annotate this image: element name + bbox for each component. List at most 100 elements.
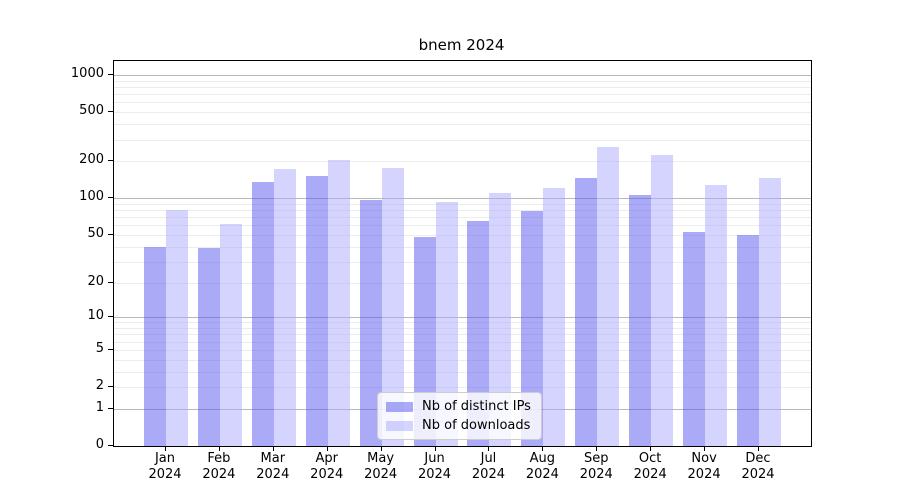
bar-nb-of-distinct-ips-jan-2024 [144,246,166,446]
x-tick-label-dec-2024: Dec 2024 [741,451,775,482]
legend-item-downloads: Nb of downloads [386,418,531,433]
x-tick-label-nov-2024: Nov 2024 [687,451,721,482]
x-tick-label-sep-2024: Sep 2024 [579,451,613,482]
bar-nb-of-downloads-nov-2024 [705,185,728,446]
y-tick-label-1000: 1000 [70,66,104,81]
x-tick-label-jan-2024: Jan 2024 [148,451,182,482]
legend-label-downloads: Nb of downloads [422,418,531,433]
bar-nb-of-distinct-ips-apr-2024 [305,175,328,446]
bar-nb-of-distinct-ips-feb-2024 [197,247,220,446]
chart-title: bnem 2024 [418,36,505,54]
bar-nb-of-downloads-jan-2024 [166,210,188,446]
y-tick-mark-5 [108,348,113,350]
bar-nb-of-downloads-sep-2024 [597,147,620,446]
y-tick-label-2: 2 [95,378,104,393]
gridline-500 [114,112,811,114]
y-tick-mark-10 [108,316,113,318]
x-tick-mark-6 [434,446,436,451]
gridline-900 [114,80,811,82]
bar-nb-of-distinct-ips-may-2024 [359,199,382,446]
y-tick-mark-500 [108,111,113,113]
legend-label-distinct-ips: Nb of distinct IPs [422,399,531,414]
y-tick-label-5: 5 [95,340,104,356]
y-tick-label-500: 500 [79,103,104,119]
y-tick-mark-100 [108,197,113,199]
y-tick-mark-0 [108,445,113,446]
gridline-7 [114,334,811,336]
y-tick-mark-50 [108,233,113,235]
x-tick-label-mar-2024: Mar 2024 [256,451,290,482]
bar-nb-of-downloads-mar-2024 [273,169,296,446]
bar-nb-of-downloads-feb-2024 [219,223,242,446]
x-tick-label-apr-2024: Apr 2024 [310,451,344,482]
y-tick-label-1: 1 [95,399,104,415]
gridline-2 [114,387,811,388]
bar-nb-of-downloads-jun-2024 [435,202,458,446]
bar-nb-of-downloads-dec-2024 [759,178,781,446]
gridline-10 [114,317,811,319]
gridline-6 [114,341,811,343]
x-tick-mark-3 [272,446,274,451]
gridline-100 [114,198,811,200]
x-tick-mark-12 [758,446,759,451]
x-tick-mark-2 [218,446,220,451]
gridline-9 [114,322,811,324]
x-tick-mark-1 [165,446,166,451]
x-tick-mark-10 [650,446,652,451]
gridline-50 [114,234,811,236]
legend: Nb of distinct IPs Nb of downloads [377,392,542,440]
gridline-200 [114,161,811,163]
y-tick-mark-20 [108,281,113,283]
y-tick-mark-1 [108,407,113,409]
x-tick-label-jul-2024: Jul 2024 [471,451,505,482]
x-tick-mark-9 [596,446,598,451]
x-tick-mark-11 [704,446,706,451]
bar-nb-of-distinct-ips-mar-2024 [251,181,274,446]
bar-nb-of-distinct-ips-nov-2024 [683,231,706,446]
bar-nb-of-downloads-apr-2024 [327,160,350,446]
y-tick-label-20: 20 [87,273,104,289]
gridline-30 [114,261,811,263]
bar-nb-of-downloads-aug-2024 [543,187,566,446]
legend-swatch-downloads [386,420,413,431]
y-tick-mark-200 [108,160,113,162]
y-tick-label-50: 50 [87,225,104,241]
gridline-700 [114,94,811,96]
bar-nb-of-downloads-oct-2024 [651,154,674,446]
bar-nb-of-distinct-ips-sep-2024 [575,178,598,446]
gridline-800 [114,86,811,88]
y-tick-mark-1000 [108,74,113,75]
x-tick-mark-4 [326,446,328,451]
x-tick-mark-7 [488,446,490,451]
x-tick-label-feb-2024: Feb 2024 [202,451,236,482]
gridline-600 [114,102,811,104]
y-tick-mark-2 [108,386,113,387]
x-tick-label-may-2024: May 2024 [364,451,398,482]
x-tick-mark-8 [542,446,544,451]
gridline-1000 [114,75,811,76]
x-tick-label-jun-2024: Jun 2024 [417,451,452,482]
gridline-8 [114,328,811,329]
gridline-40 [114,246,811,248]
legend-swatch-distinct-ips [386,401,413,412]
y-tick-label-200: 200 [79,152,104,168]
gridline-70 [114,217,811,219]
gridline-400 [114,124,811,126]
x-tick-label-aug-2024: Aug 2024 [525,451,559,482]
legend-item-distinct-ips: Nb of distinct IPs [386,399,531,414]
y-tick-label-0: 0 [95,437,104,452]
gridline-20 [114,282,811,284]
bar-nb-of-downloads-may-2024 [381,168,404,446]
bar-nb-of-downloads-jul-2024 [489,192,512,446]
gridline-5 [114,349,811,351]
gridline-60 [114,225,811,227]
bar-nb-of-distinct-ips-aug-2024 [521,211,544,446]
x-tick-label-oct-2024: Oct 2024 [633,451,667,482]
bar-nb-of-distinct-ips-dec-2024 [737,234,759,446]
x-tick-mark-5 [380,446,382,451]
y-tick-label-100: 100 [79,189,104,205]
plot-area [113,60,812,447]
gridline-3 [114,371,811,373]
gridline-90 [114,203,811,205]
